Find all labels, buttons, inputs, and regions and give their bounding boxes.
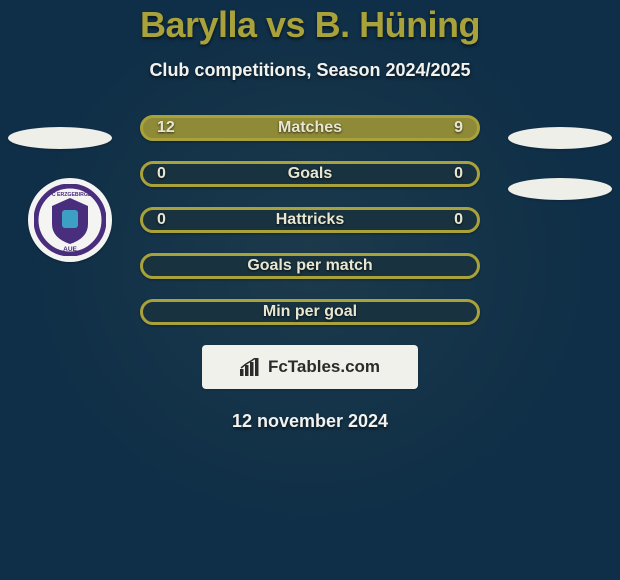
stat-value-right: 0 — [454, 211, 463, 229]
stat-label: Hattricks — [276, 211, 344, 229]
player-right-ellipse-2 — [508, 178, 612, 200]
stat-value-left: 0 — [157, 165, 166, 183]
stat-row: Min per goal — [0, 299, 620, 325]
player-left-ellipse — [8, 127, 112, 149]
stat-value-right: 0 — [454, 165, 463, 183]
page-title: Barylla vs B. Hüning — [0, 4, 620, 46]
stat-row: Goals per match — [0, 253, 620, 279]
generation-date: 12 november 2024 — [0, 411, 620, 432]
watermark-text: FcTables.com — [268, 357, 380, 377]
club-crest-icon: FC ERZGEBIRGE AUE — [34, 184, 106, 256]
stat-pill: Min per goal — [140, 299, 480, 325]
stat-label: Matches — [278, 119, 342, 137]
stat-value-left: 0 — [157, 211, 166, 229]
svg-text:FC ERZGEBIRGE: FC ERZGEBIRGE — [49, 192, 92, 198]
svg-text:AUE: AUE — [63, 246, 77, 253]
stat-label: Goals — [288, 165, 332, 183]
stat-pill: Matches 12 9 — [140, 115, 480, 141]
stat-label: Goals per match — [247, 257, 372, 275]
stat-pill: Hattricks 0 0 — [140, 207, 480, 233]
stat-value-right: 9 — [454, 119, 463, 137]
stat-value-left: 12 — [157, 119, 175, 137]
stat-label: Min per goal — [263, 303, 357, 321]
player-right-ellipse — [508, 127, 612, 149]
club-badge-left: FC ERZGEBIRGE AUE — [28, 178, 112, 262]
bars-chart-icon — [240, 358, 262, 376]
stat-pill: Goals 0 0 — [140, 161, 480, 187]
page-subtitle: Club competitions, Season 2024/2025 — [0, 60, 620, 81]
watermark: FcTables.com — [202, 345, 418, 389]
stat-pill: Goals per match — [140, 253, 480, 279]
